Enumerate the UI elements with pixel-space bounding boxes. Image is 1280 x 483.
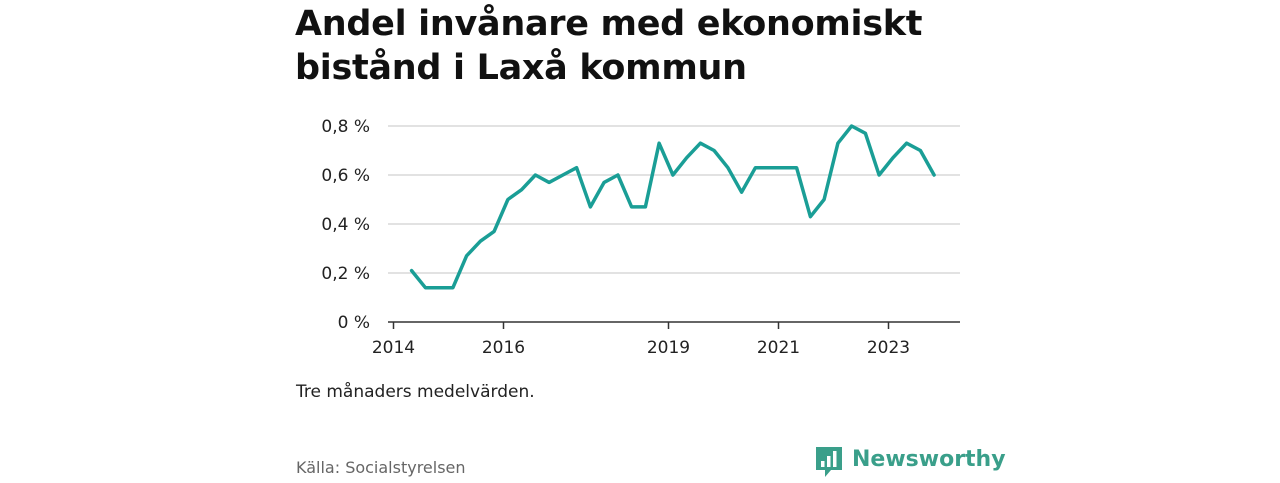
x-tick-label: 2016 <box>482 338 525 358</box>
x-tick-label: 2019 <box>647 338 690 358</box>
source-text: Källa: Socialstyrelsen <box>296 458 466 477</box>
y-axis-labels: 0 % 0,2 % 0,4 % 0,6 % 0,8 % <box>321 117 370 333</box>
grid-lines <box>388 125 960 274</box>
line-chart: 0 % 0,2 % 0,4 % 0,6 % 0,8 % 2014 2016 2019 2021… <box>321 117 960 358</box>
x-tick-label: 2021 <box>757 338 800 358</box>
y-tick-label: 0,8 % <box>321 117 370 137</box>
series-line <box>409 124 936 290</box>
y-tick-label: 0,2 % <box>321 264 370 284</box>
brand-name: Newsworthy <box>852 447 1006 472</box>
newsworthy-brand[interactable]: Newsworthy <box>814 445 1006 481</box>
x-axis-ticks: 2014 2016 2019 2021 2023 <box>372 322 910 358</box>
newsworthy-logo-icon <box>816 447 842 477</box>
y-tick-label: 0 % <box>338 313 370 333</box>
y-tick-label: 0,4 % <box>321 215 370 235</box>
x-tick-label: 2023 <box>867 338 910 358</box>
chart-title: Andel invånare med ekonomiskt bistånd i … <box>295 4 923 88</box>
chart-note: Tre månaders medelvärden. <box>296 382 535 402</box>
x-tick-label: 2014 <box>372 338 415 358</box>
y-tick-label: 0,6 % <box>321 166 370 186</box>
